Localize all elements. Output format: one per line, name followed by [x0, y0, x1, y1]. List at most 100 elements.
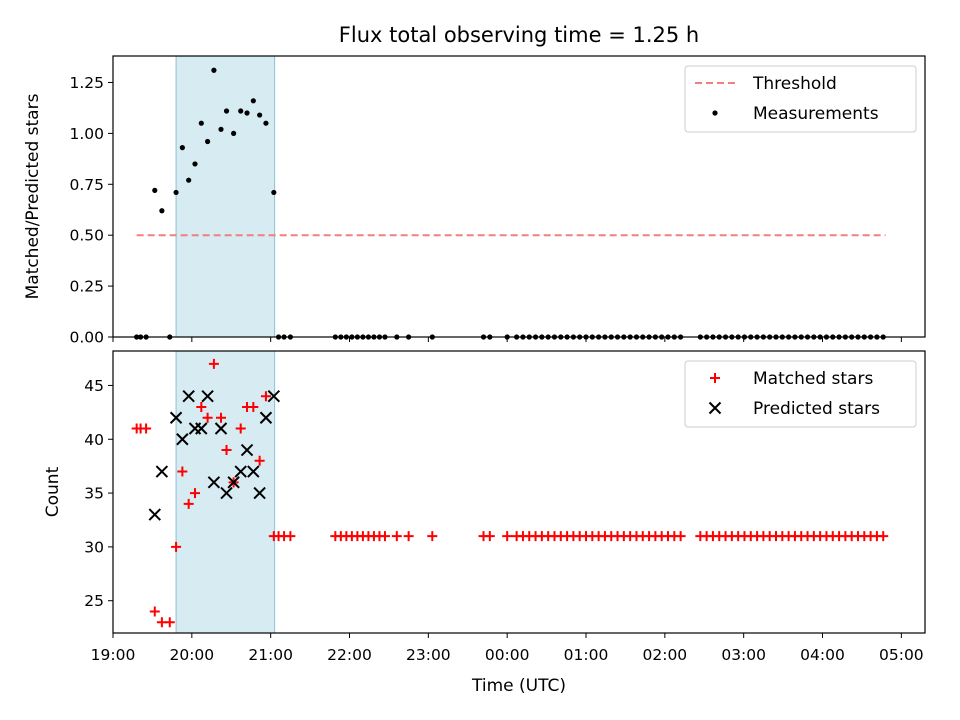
measurement-point [186, 177, 192, 183]
predicted-star-point [234, 465, 247, 478]
matched-star-point [502, 531, 513, 542]
matched-star-point [285, 531, 296, 542]
measurement-point [257, 112, 263, 118]
legend-entry-label: Matched stars [753, 369, 873, 389]
matched-star-point [141, 423, 152, 434]
x-tick-label: 00:00 [485, 646, 530, 664]
y-tick-label: 1.00 [69, 125, 104, 143]
legend-box [684, 65, 917, 133]
legend: Threshold Measurements [684, 65, 917, 133]
x-tick-label: 02:00 [643, 646, 688, 664]
measurement-point [231, 130, 237, 136]
measurement-point [173, 189, 179, 196]
legend-predicted-swatch [708, 401, 722, 415]
matched-star-point [248, 401, 259, 412]
y-tick-label: 0.25 [69, 278, 104, 296]
matched-star-point [177, 466, 188, 477]
matched-star-point [235, 423, 246, 434]
x-tick-label: 01:00 [564, 646, 609, 664]
x-tick-label: 03:00 [721, 646, 766, 664]
y-tick-label: 1.25 [69, 74, 104, 92]
measurement-point [271, 189, 277, 196]
predicted-star-point [247, 465, 260, 478]
x-tick-label: 19:00 [91, 646, 136, 664]
y-tick-label: 40 [84, 431, 104, 449]
y-tick-label: 0.00 [69, 329, 104, 347]
y-axis-label: Matched/Predicted stars [23, 93, 43, 299]
y-tick-label: 25 [84, 592, 104, 610]
y-tick-label: 30 [84, 538, 104, 556]
matched-star-point [379, 531, 390, 542]
chart-title: Flux total observing time = 1.25 h [339, 23, 699, 47]
matched-star-point [260, 391, 271, 402]
y-tick-label: 45 [84, 377, 104, 395]
axes-frame [112, 55, 926, 338]
measurement-point [263, 120, 269, 126]
matched-star-point [254, 455, 265, 466]
matched-star-point [149, 606, 160, 617]
ratio-panel: 0.00 0.25 0.50 0.75 1.00 1.25 Matched/Predicte… [23, 55, 926, 347]
y-tick-label: 0.50 [69, 227, 104, 245]
predicted-star-point [259, 411, 273, 424]
x-axis-label: Time (UTC) [471, 676, 566, 696]
x-tick-label: 22:00 [327, 646, 372, 664]
matched-star-point [183, 498, 194, 509]
measurement-point [192, 161, 198, 167]
matched-star-point [216, 412, 227, 423]
axes-frame [112, 350, 926, 634]
y-tick-label: 35 [84, 485, 104, 503]
count-panel: 25 30 35 40 45 19:00 20:00 21:00 22:00 23:00 00:00… [43, 350, 926, 664]
legend-matched-swatch [710, 373, 720, 383]
matched-star-point [675, 531, 686, 542]
measurement-point [218, 126, 224, 132]
predicted-star-point [240, 443, 254, 457]
matched-star-point [196, 401, 207, 412]
measurement-point [205, 138, 211, 145]
measurement-point [159, 208, 165, 214]
measurement-point [238, 108, 244, 114]
legend-entry-label: Measurements [753, 104, 879, 124]
measurement-point [244, 110, 250, 116]
legend-entry-label: Threshold [752, 74, 837, 94]
predicted-star-point [176, 433, 189, 446]
predicted-star-point [155, 465, 169, 478]
matched-star-point [403, 531, 414, 542]
predicted-star-point [214, 422, 228, 435]
matched-star-point [484, 531, 495, 542]
x-tick-label: 20:00 [169, 646, 214, 664]
matched-star-point [189, 488, 200, 499]
matched-star-point [171, 541, 182, 552]
legend-measurement-swatch [712, 110, 718, 116]
predicted-star-point [220, 486, 233, 500]
legend: Matched stars Predicted stars [684, 360, 917, 428]
matched-star-point [164, 617, 175, 628]
shaded-interval [175, 55, 276, 338]
predicted-star-point [148, 508, 161, 521]
matched-star-point [208, 358, 219, 369]
legend-entry-label: Predicted stars [753, 399, 880, 419]
measurement-point [223, 108, 230, 114]
x-tick-label: 21:00 [248, 646, 293, 664]
measurement-point [152, 187, 158, 193]
matched-star-point [221, 445, 232, 456]
predicted-star-point [195, 422, 208, 435]
measurement-point [250, 98, 256, 104]
matched-star-point [391, 531, 402, 542]
matched-star-point [878, 531, 889, 542]
x-tick-label: 05:00 [879, 646, 924, 664]
y-tick-label: 0.75 [69, 176, 104, 194]
measurement-point [198, 120, 204, 126]
predicted-star-point [267, 389, 281, 403]
predicted-star-point [253, 486, 266, 500]
legend-box [684, 360, 917, 428]
measurement-point [211, 67, 217, 73]
predicted-star-point [182, 389, 195, 403]
x-tick-label: 04:00 [800, 646, 845, 664]
matched-star-point [427, 531, 438, 542]
x-tick-label: 23:00 [406, 646, 451, 664]
matched-star-point [202, 412, 213, 423]
measurement-point [179, 145, 185, 151]
predicted-star-point [207, 476, 221, 489]
predicted-star-point [201, 389, 214, 403]
